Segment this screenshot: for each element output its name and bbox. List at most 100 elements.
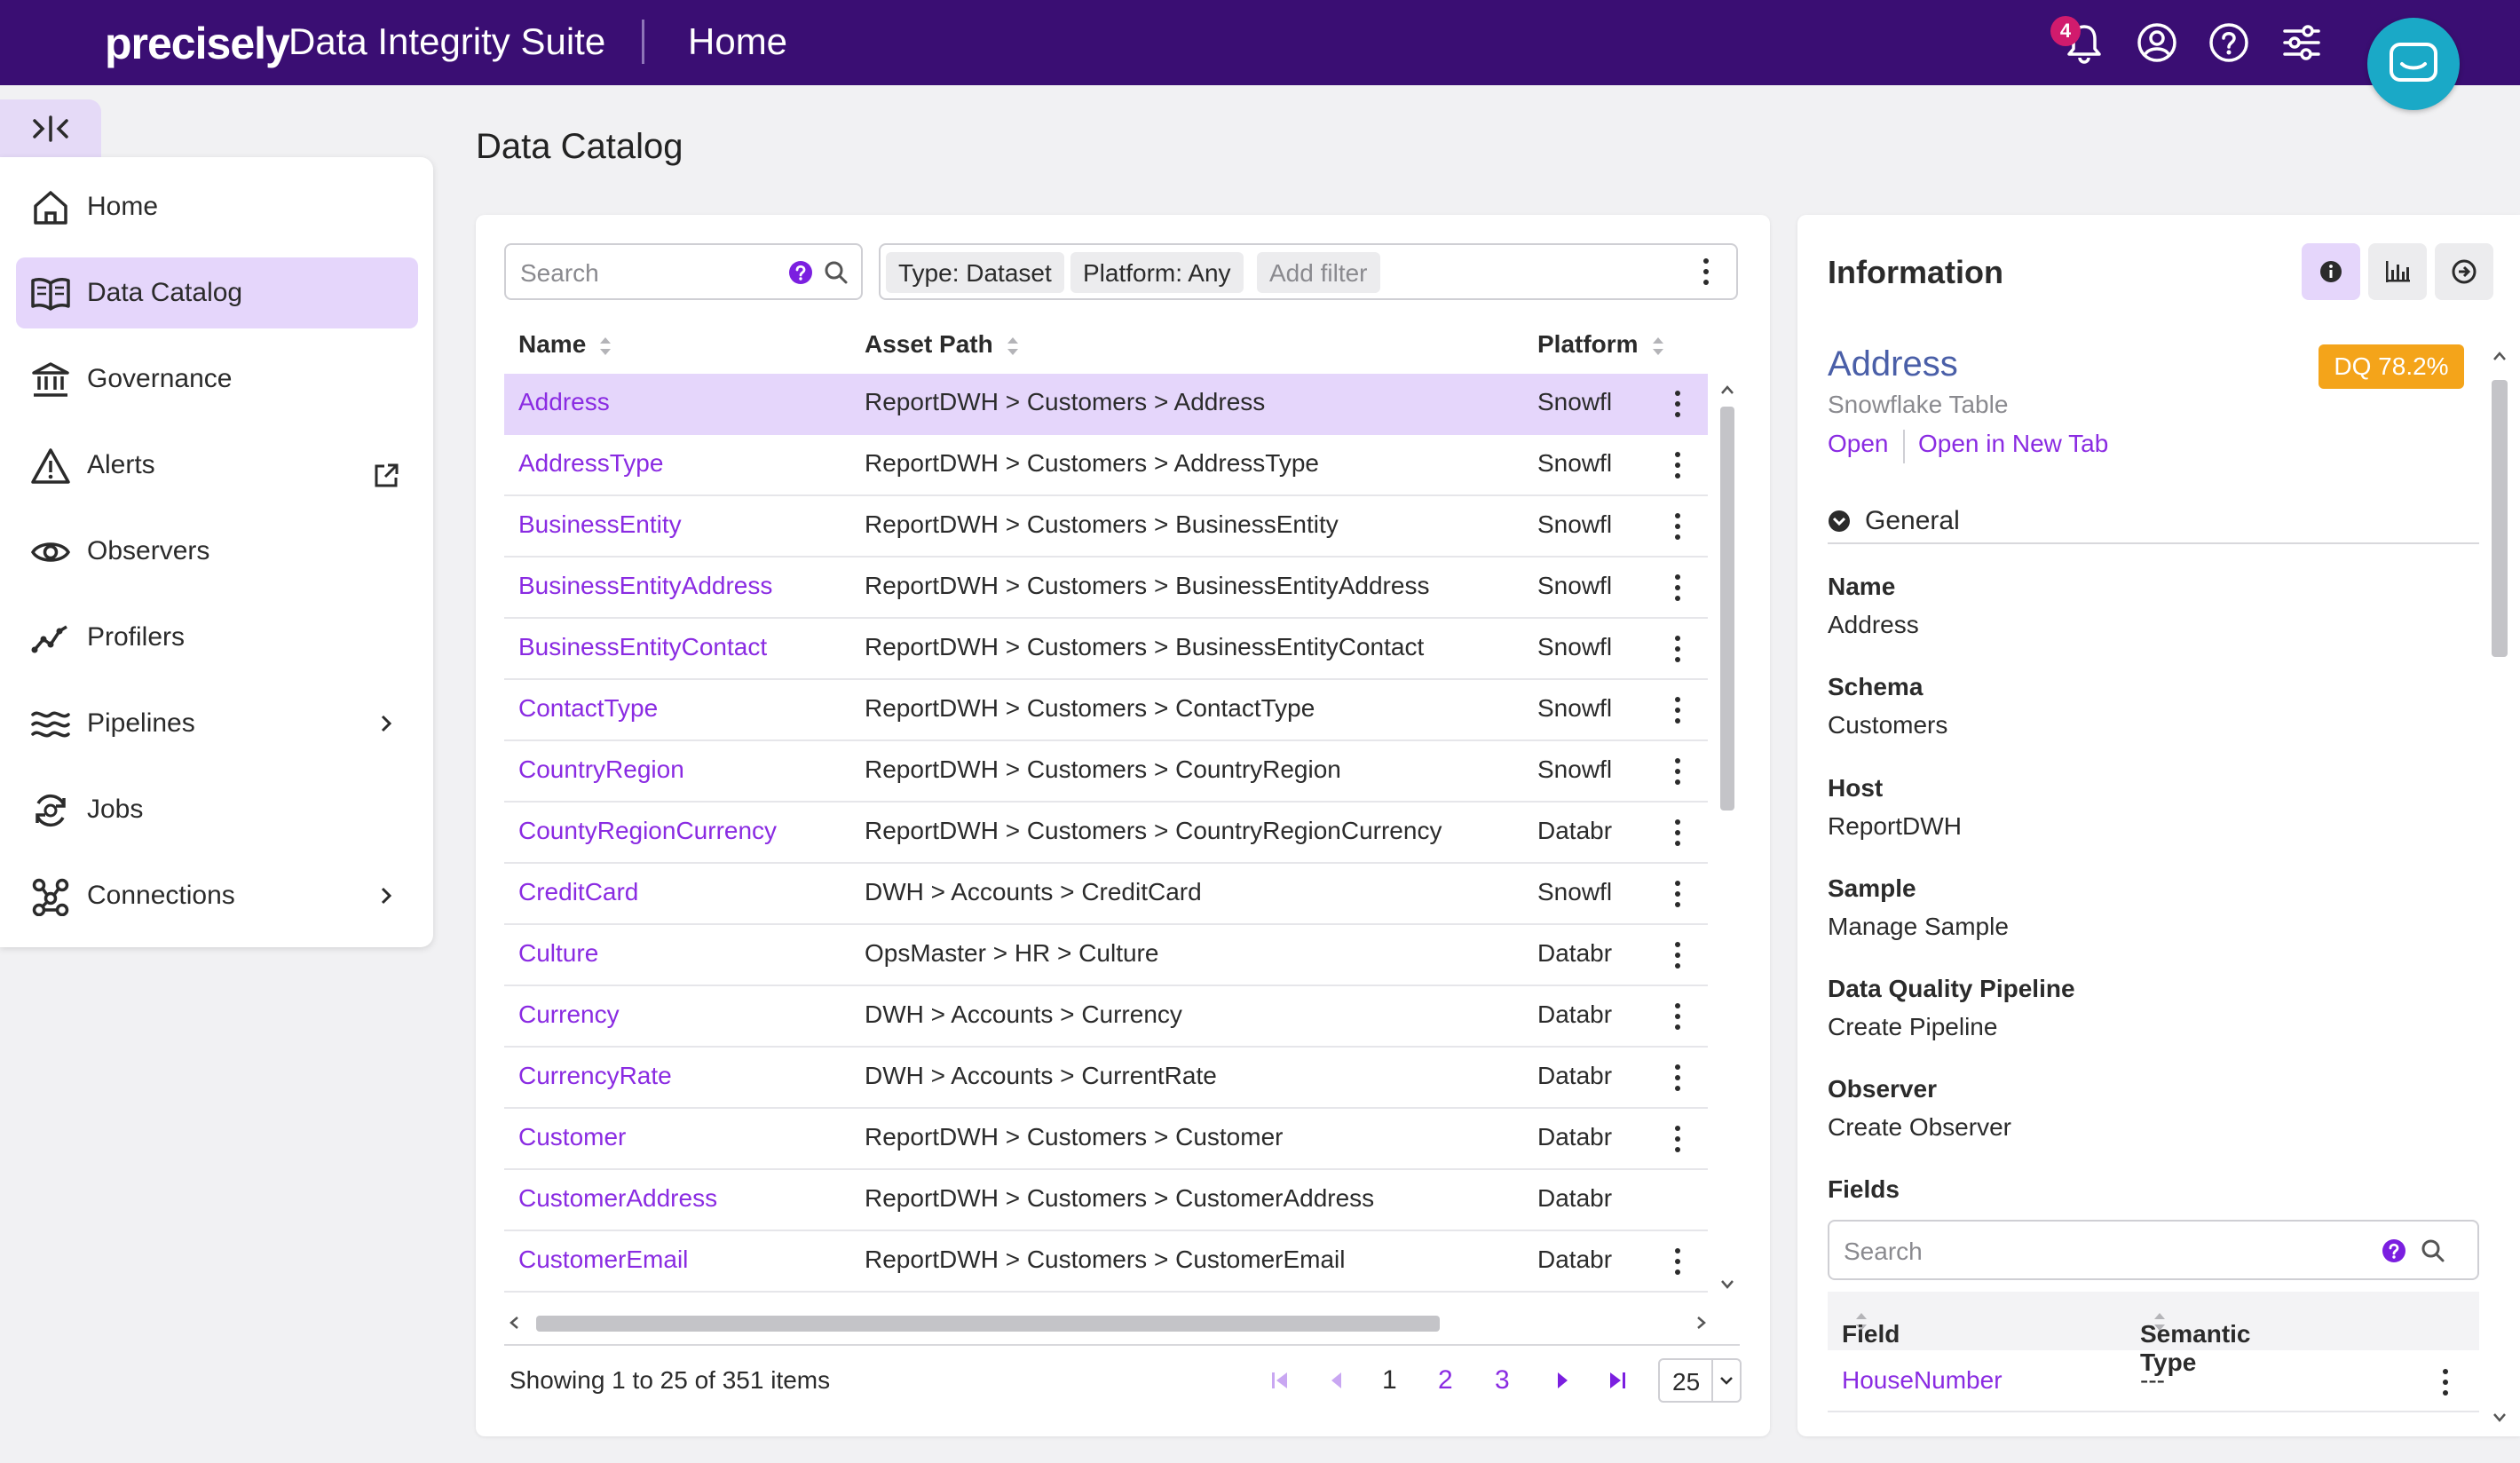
column-header-semantic-type[interactable]: Semantic Type xyxy=(2140,1306,2251,1376)
sidebar-item-jobs[interactable]: Jobs xyxy=(16,774,418,845)
row-menu-icon[interactable] xyxy=(1667,817,1688,849)
scroll-up-icon[interactable] xyxy=(2492,350,2507,362)
info-tab-navigate[interactable] xyxy=(2435,243,2493,300)
sidebar-item-profilers[interactable]: Profilers xyxy=(16,602,418,673)
table-vertical-scrollbar[interactable] xyxy=(1715,380,1740,1298)
table-row[interactable]: CurrencyRate DWH > Accounts > CurrentRat… xyxy=(504,1048,1708,1109)
table-row[interactable]: CountyRegionCurrency ReportDWH > Custome… xyxy=(504,803,1708,864)
column-header-platform[interactable]: Platform xyxy=(1537,330,1665,359)
row-menu-icon[interactable] xyxy=(1667,1062,1688,1094)
scrollbar-thumb[interactable] xyxy=(2492,380,2508,657)
sidebar-item-alerts[interactable]: Alerts xyxy=(16,430,418,501)
page-3[interactable]: 3 xyxy=(1495,1365,1510,1395)
filter-chip-platform[interactable]: Platform: Any xyxy=(1070,252,1244,293)
row-menu-icon[interactable] xyxy=(1667,449,1688,481)
scrollbar-thumb[interactable] xyxy=(536,1316,1440,1332)
table-row[interactable]: CustomerEmail ReportDWH > Customers > Cu… xyxy=(504,1231,1708,1293)
row-menu-icon[interactable] xyxy=(1667,939,1688,971)
asset-name-link[interactable]: Currency xyxy=(518,1000,620,1028)
table-row[interactable]: BusinessEntity ReportDWH > Customers > B… xyxy=(504,496,1708,558)
prev-page-icon[interactable] xyxy=(1324,1368,1349,1393)
row-menu-icon[interactable] xyxy=(1667,572,1688,604)
field-row[interactable]: HouseNumber --- xyxy=(1828,1352,2479,1412)
table-row[interactable]: CustomerAddress ReportDWH > Customers > … xyxy=(504,1170,1708,1231)
next-page-icon[interactable] xyxy=(1550,1368,1575,1393)
table-row[interactable]: CreditCard DWH > Accounts > CreditCard S… xyxy=(504,864,1708,925)
asset-name-link[interactable]: Address xyxy=(518,388,610,415)
open-new-tab-link[interactable]: Open in New Tab xyxy=(1918,430,2109,457)
asset-name-link[interactable]: ContactType xyxy=(518,694,659,722)
field-name-link[interactable]: HouseNumber xyxy=(1842,1366,2003,1394)
scroll-down-icon[interactable] xyxy=(1720,1278,1734,1291)
chat-icon[interactable] xyxy=(2367,18,2460,110)
table-row[interactable]: AddressType ReportDWH > Customers > Addr… xyxy=(504,435,1708,496)
table-row[interactable]: Customer ReportDWH > Customers > Custome… xyxy=(504,1109,1708,1170)
column-header-name[interactable]: Name xyxy=(518,330,612,359)
row-menu-icon[interactable] xyxy=(1667,388,1688,420)
row-menu-icon[interactable] xyxy=(1667,878,1688,910)
user-icon[interactable] xyxy=(2132,18,2182,67)
filter-bar[interactable]: Type: Dataset Platform: Any Add filter xyxy=(879,243,1738,300)
table-row[interactable]: Culture OpsMaster > HR > Culture Databr xyxy=(504,925,1708,986)
column-header-field[interactable]: Field xyxy=(1842,1306,1900,1348)
row-menu-icon[interactable] xyxy=(1667,510,1688,542)
info-tab-details[interactable] xyxy=(2302,243,2360,300)
last-page-icon[interactable] xyxy=(1605,1368,1630,1393)
row-menu-icon[interactable] xyxy=(1667,1123,1688,1155)
table-row[interactable]: Currency DWH > Accounts > Currency Datab… xyxy=(504,986,1708,1048)
row-menu-icon[interactable] xyxy=(1667,755,1688,787)
table-row[interactable]: ContactType ReportDWH > Customers > Cont… xyxy=(504,680,1708,741)
scrollbar-thumb[interactable] xyxy=(1720,407,1734,811)
table-row[interactable]: BusinessEntityAddress ReportDWH > Custom… xyxy=(504,558,1708,619)
field-menu-icon[interactable] xyxy=(2435,1366,2456,1398)
row-menu-icon[interactable] xyxy=(1667,633,1688,665)
table-row[interactable]: Address ReportDWH > Customers > Address … xyxy=(504,374,1708,435)
asset-name-link[interactable]: AddressType xyxy=(518,449,664,477)
info-tab-stats[interactable] xyxy=(2368,243,2427,300)
asset-name-link[interactable]: CustomerEmail xyxy=(518,1246,689,1273)
manage-sample-link[interactable]: Manage Sample xyxy=(1828,913,2009,940)
settings-sliders-icon[interactable] xyxy=(2277,18,2326,67)
info-vertical-scrollbar[interactable] xyxy=(2485,344,2514,1436)
sidebar-item-observers[interactable]: Observers xyxy=(16,516,418,587)
add-filter-button[interactable]: Add filter xyxy=(1257,252,1380,293)
asset-name-link[interactable]: Customer xyxy=(518,1123,627,1151)
sidebar-item-home[interactable]: Home xyxy=(16,171,418,242)
sidebar-item-connections[interactable]: Connections xyxy=(16,860,418,931)
page-1[interactable]: 1 xyxy=(1382,1365,1397,1395)
sidebar-item-data-catalog[interactable]: Data Catalog xyxy=(16,257,418,328)
scroll-down-icon[interactable] xyxy=(2492,1412,2507,1424)
sidebar-item-pipelines[interactable]: Pipelines xyxy=(16,688,418,759)
column-header-asset-path[interactable]: Asset Path xyxy=(865,330,1020,359)
search-help-icon[interactable] xyxy=(788,260,813,285)
create-pipeline-link[interactable]: Create Pipeline xyxy=(1828,1013,1998,1040)
open-link[interactable]: Open xyxy=(1828,430,1889,457)
first-page-icon[interactable] xyxy=(1268,1368,1292,1393)
fields-search-help-icon[interactable] xyxy=(2382,1238,2406,1263)
table-horizontal-scrollbar[interactable] xyxy=(504,1310,1715,1335)
page-size-select[interactable]: 25 xyxy=(1658,1358,1742,1403)
row-menu-icon[interactable] xyxy=(1667,1000,1688,1032)
help-icon[interactable] xyxy=(2204,18,2254,67)
scroll-up-icon[interactable] xyxy=(1720,384,1734,396)
page-2[interactable]: 2 xyxy=(1438,1365,1453,1395)
row-menu-icon[interactable] xyxy=(1667,694,1688,726)
external-link-icon[interactable] xyxy=(372,462,400,490)
table-row[interactable]: CountryRegion ReportDWH > Customers > Co… xyxy=(504,741,1708,803)
asset-name-link[interactable]: CountryRegion xyxy=(518,755,684,783)
search-input[interactable]: Search xyxy=(504,243,863,300)
asset-name-link[interactable]: CountyRegionCurrency xyxy=(518,817,778,844)
asset-name-link[interactable]: BusinessEntityAddress xyxy=(518,572,773,599)
fields-search-input[interactable]: Search xyxy=(1828,1220,2479,1280)
asset-name-link[interactable]: CustomerAddress xyxy=(518,1184,718,1212)
search-icon[interactable] xyxy=(2421,1238,2445,1263)
row-menu-icon[interactable] xyxy=(1667,1246,1688,1277)
scroll-left-icon[interactable] xyxy=(508,1316,520,1330)
asset-name-link[interactable]: BusinessEntityContact xyxy=(518,633,768,660)
general-section-toggle[interactable]: General xyxy=(1828,506,1960,536)
filter-chip-type[interactable]: Type: Dataset xyxy=(886,252,1064,293)
collapse-sidebar-button[interactable] xyxy=(0,99,101,158)
asset-name-link[interactable]: CreditCard xyxy=(518,878,639,905)
scroll-right-icon[interactable] xyxy=(1695,1316,1708,1330)
brand-logo[interactable]: precisely xyxy=(105,19,290,68)
